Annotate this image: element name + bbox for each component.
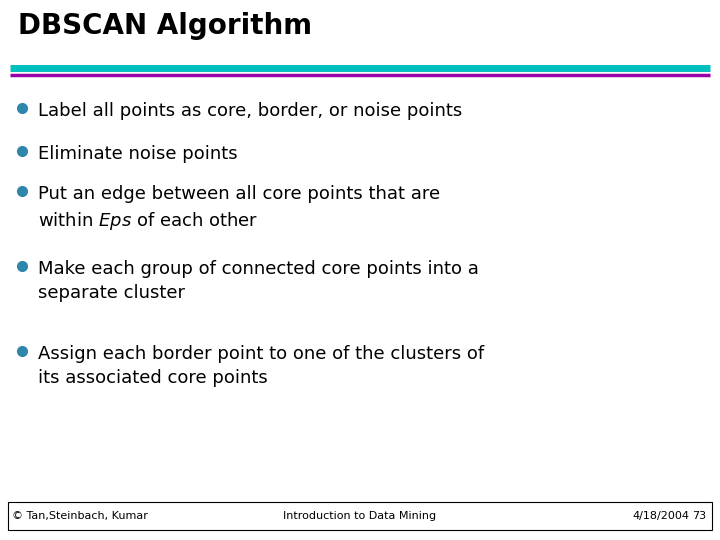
Text: Introduction to Data Mining: Introduction to Data Mining (284, 511, 436, 521)
Text: 4/18/2004: 4/18/2004 (632, 511, 689, 521)
Text: 73: 73 (692, 511, 706, 521)
Text: © Tan,Steinbach, Kumar: © Tan,Steinbach, Kumar (12, 511, 148, 521)
Text: Eliminate noise points: Eliminate noise points (38, 145, 238, 163)
Text: Assign each border point to one of the clusters of
its associated core points: Assign each border point to one of the c… (38, 345, 484, 387)
Text: Label all points as core, border, or noise points: Label all points as core, border, or noi… (38, 102, 462, 120)
Bar (8, 502, 712, 530)
Text: Put an edge between all core points that are
within $\mathit{Eps}$ of each other: Put an edge between all core points that… (38, 185, 440, 232)
Text: DBSCAN Algorithm: DBSCAN Algorithm (18, 12, 312, 40)
Text: Make each group of connected core points into a
separate cluster: Make each group of connected core points… (38, 260, 479, 302)
